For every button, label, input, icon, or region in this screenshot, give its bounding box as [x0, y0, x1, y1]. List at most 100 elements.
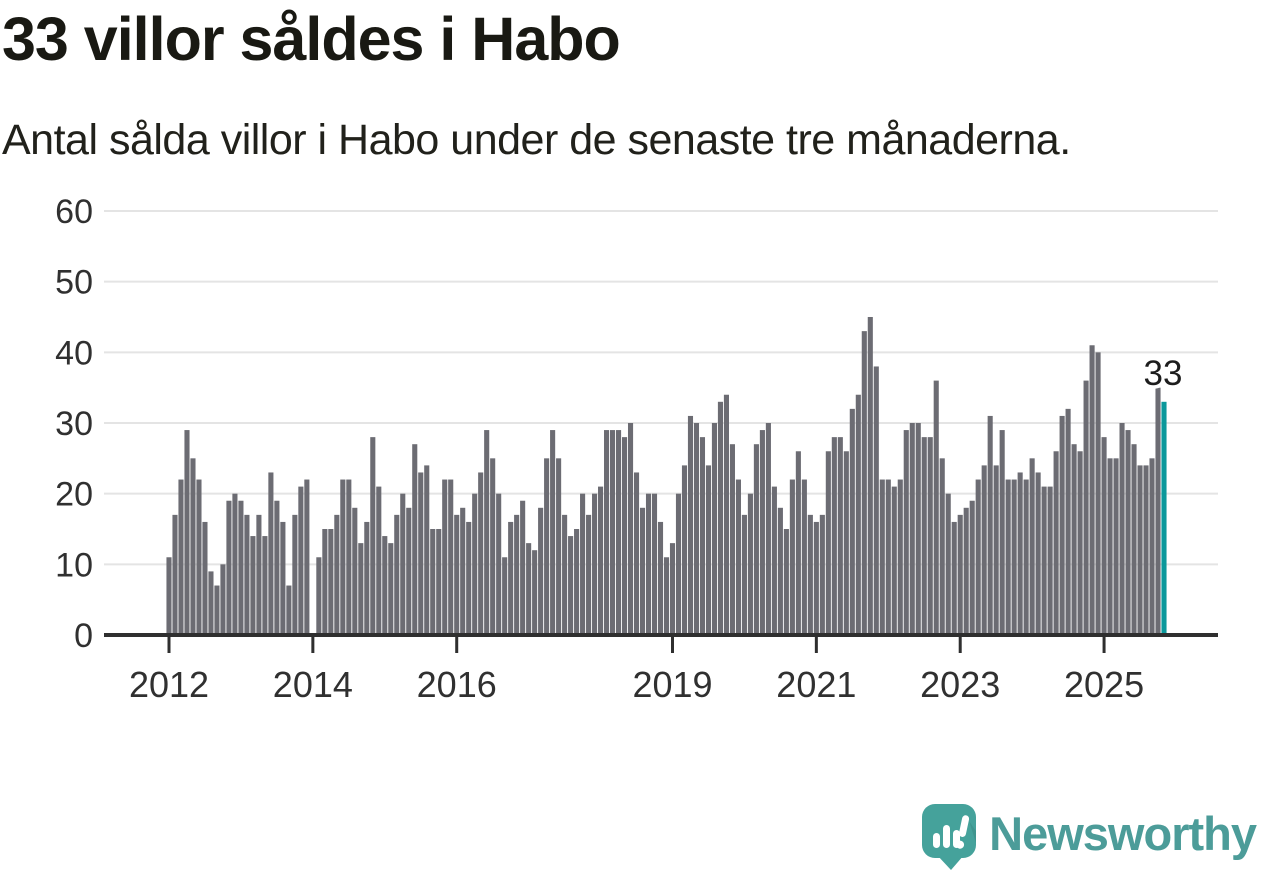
bar	[1131, 444, 1137, 635]
bar	[687, 415, 694, 635]
bar	[520, 500, 526, 635]
bar	[526, 543, 532, 635]
bar	[376, 486, 382, 635]
bar	[795, 451, 801, 635]
bar	[1077, 451, 1083, 635]
bar	[1071, 444, 1077, 635]
bar	[460, 507, 466, 635]
bar	[166, 557, 172, 635]
bar	[448, 479, 454, 635]
bar	[358, 543, 364, 635]
bar	[921, 437, 927, 635]
bar	[1101, 437, 1107, 635]
bar	[1041, 486, 1047, 635]
bar	[424, 465, 430, 635]
bar	[1053, 451, 1059, 635]
bar	[999, 430, 1005, 635]
bar	[220, 564, 226, 635]
bar	[214, 585, 220, 635]
bar	[592, 493, 598, 635]
bar	[975, 479, 981, 635]
bar	[370, 437, 376, 635]
bar	[1017, 472, 1023, 635]
bar	[987, 415, 993, 635]
bar	[1005, 479, 1011, 635]
y-axis-label: 30	[55, 405, 93, 443]
x-axis-tick	[814, 637, 818, 653]
bar	[1119, 422, 1125, 635]
bar	[274, 500, 280, 635]
bar	[1137, 465, 1143, 635]
bar	[568, 536, 574, 635]
bar	[735, 479, 741, 635]
bar	[196, 479, 202, 635]
bar	[574, 528, 580, 635]
bar	[675, 493, 682, 635]
bar	[873, 366, 879, 635]
bar	[604, 430, 610, 635]
highlight-value-label: 33	[1144, 354, 1183, 393]
y-axis-label: 40	[55, 334, 93, 372]
bar	[759, 430, 765, 635]
x-axis-line	[104, 633, 1218, 637]
bar	[669, 543, 676, 635]
bar	[1107, 458, 1113, 635]
exclamation-glyph	[956, 815, 970, 849]
bar	[334, 514, 340, 635]
bar	[172, 514, 178, 635]
bar	[352, 507, 358, 635]
bar	[322, 528, 328, 635]
bar	[598, 486, 604, 635]
bar	[178, 479, 184, 635]
bar	[657, 521, 664, 635]
x-axis-tick	[958, 637, 962, 653]
bar	[639, 507, 646, 635]
newsworthy-logo-icon	[922, 804, 977, 870]
bar	[226, 500, 232, 635]
bar	[729, 444, 735, 635]
bar	[693, 422, 700, 635]
x-axis-label: 2021	[776, 664, 856, 705]
bar	[490, 458, 496, 635]
bar	[472, 493, 478, 635]
bar	[933, 380, 939, 635]
highlighted-bar	[1161, 401, 1167, 635]
bar	[969, 500, 975, 635]
bar	[292, 514, 298, 635]
brand-footer: Newsworthy	[917, 801, 1257, 871]
bar	[753, 444, 759, 635]
bar	[514, 514, 520, 635]
bar	[645, 493, 652, 635]
bar	[538, 507, 544, 635]
bar	[364, 521, 370, 635]
bar	[633, 472, 640, 635]
bar	[1113, 458, 1119, 635]
bar	[262, 536, 268, 635]
bar	[280, 521, 286, 635]
bar	[825, 451, 831, 635]
bar	[586, 514, 592, 635]
bar	[430, 528, 436, 635]
bar	[951, 521, 957, 635]
bar	[202, 521, 208, 635]
x-axis-label: 2019	[632, 664, 712, 705]
bar	[580, 493, 586, 635]
bar	[819, 514, 825, 635]
bar	[651, 493, 658, 635]
bar	[496, 493, 502, 635]
page-subtitle: Antal sålda villor i Habo under de senas…	[2, 116, 1071, 164]
bar	[268, 472, 274, 635]
bar	[454, 514, 460, 635]
bar	[1023, 479, 1029, 635]
x-axis-tick	[455, 637, 459, 653]
bar	[256, 514, 262, 635]
bar	[1155, 387, 1161, 635]
bar	[723, 394, 729, 635]
bar	[813, 521, 819, 635]
bar	[1083, 380, 1089, 635]
bar	[1035, 472, 1041, 635]
y-axis-label: 0	[74, 617, 93, 655]
page-title: 33 villor såldes i Habo	[2, 5, 621, 73]
